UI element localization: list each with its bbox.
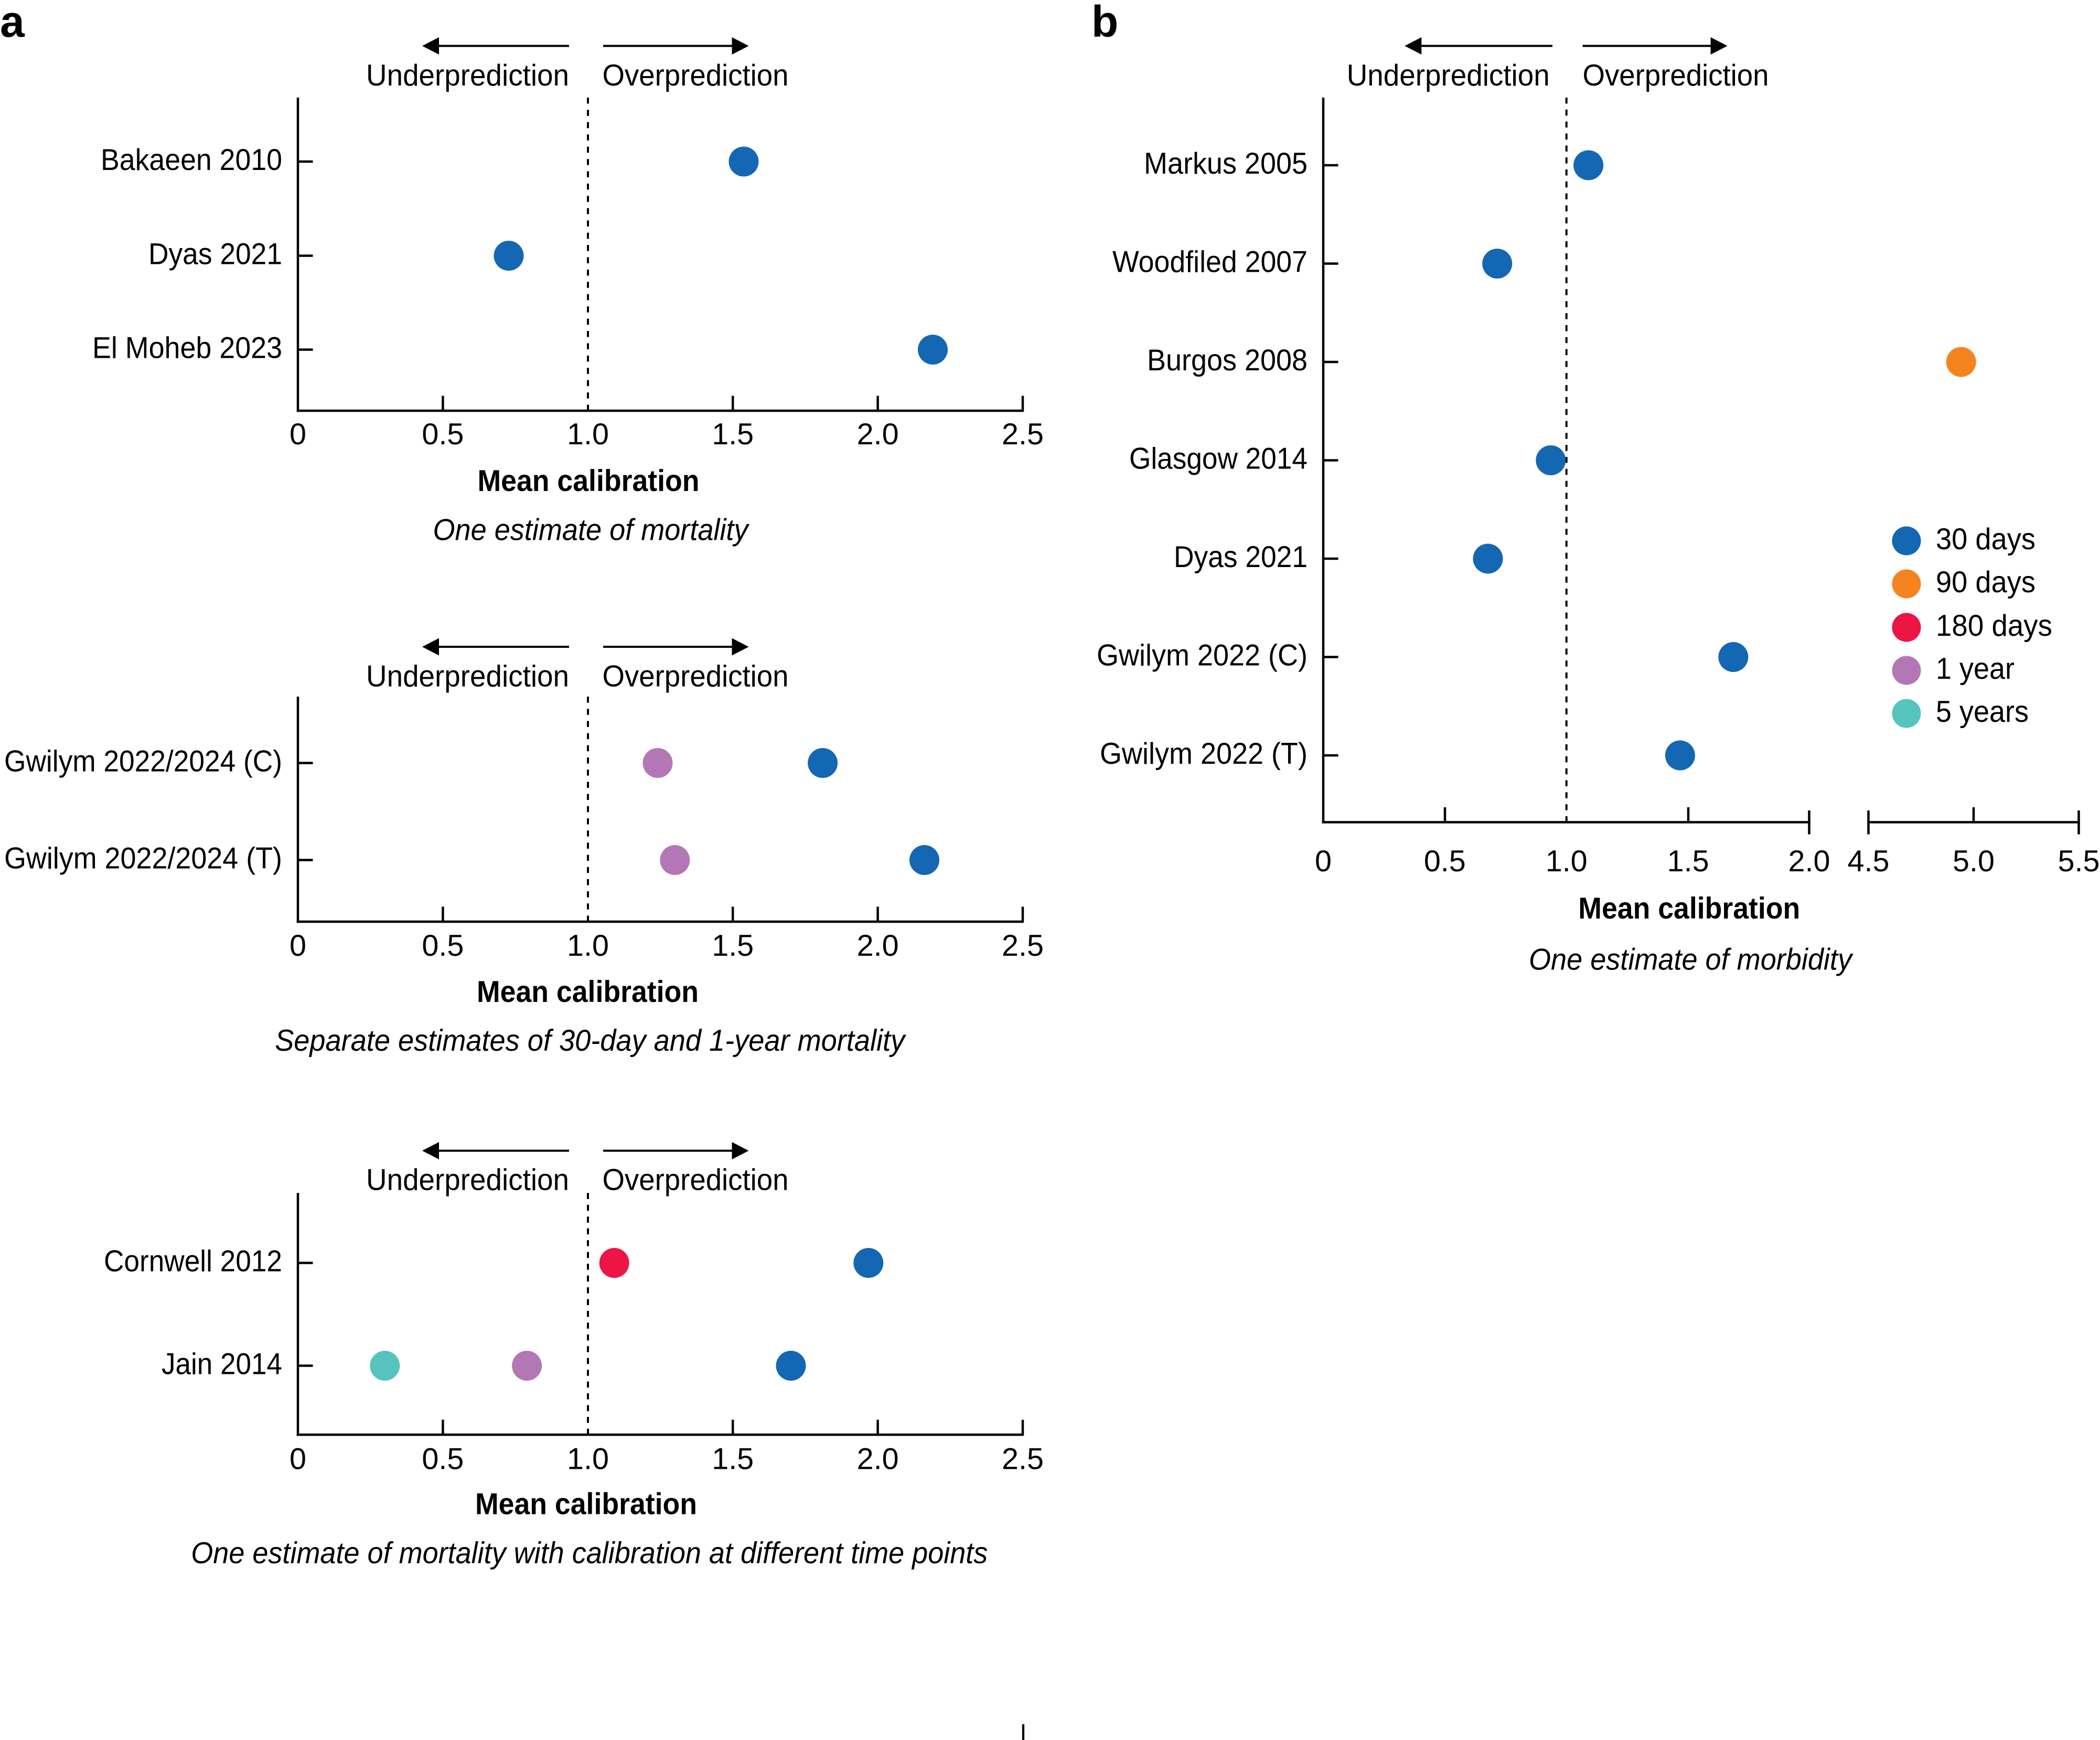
svg-text:Underprediction: Underprediction	[366, 660, 569, 693]
svg-text:Jain 2014: Jain 2014	[162, 1348, 282, 1381]
svg-text:One estimate of morbidity: One estimate of morbidity	[1529, 943, 1853, 977]
svg-text:Separate estimates of 30-day a: Separate estimates of 30-day and 1-year …	[275, 1024, 906, 1058]
svg-text:0.5: 0.5	[422, 418, 464, 451]
svg-text:2.5: 2.5	[1002, 418, 1044, 451]
svg-text:Underprediction: Underprediction	[1347, 59, 1550, 92]
svg-text:0: 0	[290, 929, 306, 963]
svg-text:Mean calibration: Mean calibration	[1578, 892, 1800, 925]
svg-text:b: b	[1091, 0, 1118, 46]
svg-text:180 days: 180 days	[1936, 609, 2052, 643]
svg-text:2.0: 2.0	[1788, 845, 1830, 878]
svg-text:1.0: 1.0	[1546, 845, 1588, 878]
svg-text:1.5: 1.5	[712, 418, 754, 451]
svg-text:2.0: 2.0	[857, 929, 899, 963]
svg-text:El Moheb 2023: El Moheb 2023	[92, 332, 282, 365]
svg-text:1 year: 1 year	[1936, 652, 2015, 686]
svg-text:Gwilym 2022/2024 (C): Gwilym 2022/2024 (C)	[4, 745, 282, 778]
svg-text:1.0: 1.0	[567, 1443, 609, 1476]
svg-text:0.5: 0.5	[422, 929, 464, 963]
svg-text:Dyas 2021: Dyas 2021	[148, 238, 282, 271]
svg-text:0.5: 0.5	[422, 1443, 464, 1476]
svg-text:1.5: 1.5	[712, 1443, 754, 1476]
svg-text:Cornwell 2012: Cornwell 2012	[104, 1245, 282, 1278]
svg-text:0.5: 0.5	[1424, 845, 1466, 878]
svg-text:Mean calibration: Mean calibration	[475, 1488, 697, 1521]
svg-text:Burgos 2008: Burgos 2008	[1147, 344, 1308, 377]
svg-text:1.0: 1.0	[567, 418, 609, 451]
svg-text:1.0: 1.0	[567, 929, 609, 963]
svg-text:Bakaeen 2010: Bakaeen 2010	[101, 143, 282, 177]
svg-text:Overprediction: Overprediction	[603, 660, 789, 693]
svg-text:0: 0	[290, 418, 306, 451]
svg-text:Overprediction: Overprediction	[603, 59, 789, 92]
svg-text:0: 0	[1315, 845, 1332, 878]
svg-text:0: 0	[290, 1443, 306, 1476]
svg-text:Markus 2005: Markus 2005	[1144, 147, 1308, 180]
svg-text:5.5: 5.5	[2058, 845, 2100, 878]
svg-text:2.0: 2.0	[857, 418, 899, 451]
svg-text:4.5: 4.5	[1848, 845, 1890, 878]
svg-text:Overprediction: Overprediction	[1583, 59, 1769, 92]
svg-text:Underprediction: Underprediction	[366, 59, 569, 92]
svg-text:2.5: 2.5	[1002, 929, 1044, 963]
svg-text:5.0: 5.0	[1953, 845, 1995, 878]
svg-text:30 days: 30 days	[1936, 522, 2035, 556]
svg-text:2.0: 2.0	[857, 1443, 899, 1476]
svg-text:1.5: 1.5	[1667, 845, 1709, 878]
svg-text:One estimate of mortality: One estimate of mortality	[433, 514, 750, 547]
svg-text:90 days: 90 days	[1936, 565, 2035, 599]
svg-text:5 years: 5 years	[1936, 695, 2029, 729]
svg-text:a: a	[0, 0, 25, 46]
svg-text:Glasgow 2014: Glasgow 2014	[1129, 442, 1308, 476]
svg-text:Gwilym 2022 (T): Gwilym 2022 (T)	[1100, 737, 1308, 771]
svg-text:Gwilym 2022 (C): Gwilym 2022 (C)	[1097, 639, 1308, 672]
svg-text:One estimate of mortality with: One estimate of mortality with calibrati…	[191, 1536, 988, 1570]
svg-text:Mean calibration: Mean calibration	[477, 975, 699, 1009]
svg-text:Overprediction: Overprediction	[603, 1163, 789, 1197]
svg-text:1.5: 1.5	[712, 929, 754, 963]
svg-text:Gwilym 2022/2024 (T): Gwilym 2022/2024 (T)	[4, 842, 282, 876]
svg-text:Woodfiled 2007: Woodfiled 2007	[1112, 245, 1308, 279]
svg-text:Mean calibration: Mean calibration	[478, 464, 700, 498]
svg-text:Underprediction: Underprediction	[366, 1163, 569, 1197]
svg-text:2.5: 2.5	[1002, 1443, 1044, 1476]
svg-text:Dyas 2021: Dyas 2021	[1174, 540, 1308, 574]
